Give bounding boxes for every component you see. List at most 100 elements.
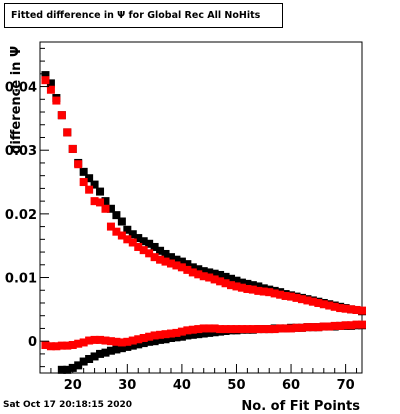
- data-point-lower-1: [145, 337, 154, 346]
- y-axis-label: difference in Ψ: [9, 46, 24, 154]
- data-point-upper-2: [63, 128, 72, 137]
- data-point-lower-1: [188, 330, 197, 339]
- data-point-lower-2: [74, 339, 83, 348]
- data-point-lower-2: [297, 323, 306, 332]
- data-point-upper-1: [106, 204, 115, 213]
- tick-labels: 20 30 40 50 60 70 0 0.01 0.02 0.03 0.04: [5, 81, 355, 393]
- x-tick-label: 20: [64, 378, 82, 393]
- data-point-lower-2: [314, 323, 323, 332]
- data-point-upper-1: [128, 230, 137, 239]
- data-point-lower-2: [85, 336, 94, 345]
- plot-frame: [39, 41, 363, 374]
- data-point-lower-2: [96, 335, 105, 344]
- data-point-upper-1: [205, 268, 214, 277]
- data-point-upper-2: [330, 302, 339, 311]
- data-point-upper-2: [52, 96, 61, 105]
- data-point-upper-1: [210, 269, 219, 278]
- data-point-lower-1: [194, 330, 203, 339]
- data-point-lower-2: [216, 325, 225, 334]
- data-point-upper-2: [96, 198, 105, 207]
- data-point-lower-2: [319, 322, 328, 331]
- data-point-upper-2: [336, 304, 345, 313]
- data-point-upper-2: [85, 185, 94, 194]
- data-point-lower-2: [265, 325, 274, 334]
- data-point-upper-1: [79, 167, 88, 176]
- data-point-lower-2: [57, 341, 66, 350]
- data-point-lower-2: [166, 329, 175, 338]
- data-point-lower-1: [85, 354, 94, 363]
- data-point-lower-2: [205, 324, 214, 333]
- data-point-upper-1: [188, 263, 197, 272]
- y-tick-label: 0.01: [5, 272, 37, 287]
- data-point-upper-2: [128, 238, 137, 247]
- data-point-lower-2: [341, 321, 350, 330]
- data-point-upper-2: [341, 304, 350, 313]
- data-point-lower-1: [117, 344, 126, 353]
- data-point-lower-2: [117, 338, 126, 347]
- data-point-lower-2: [134, 335, 143, 344]
- data-point-upper-1: [254, 282, 263, 291]
- x-tick-label: 50: [227, 378, 245, 393]
- data-point-upper-2: [156, 255, 165, 264]
- timestamp: Sat Oct 17 20:18:15 2020: [3, 400, 133, 410]
- data-point-upper-1: [85, 174, 94, 183]
- data-point-upper-1: [172, 255, 181, 264]
- data-point-lower-2: [150, 331, 159, 340]
- data-point-lower-2: [325, 322, 334, 331]
- data-point-upper-2: [319, 300, 328, 309]
- data-point-upper-2: [41, 76, 50, 85]
- data-point-upper-1: [221, 272, 230, 281]
- data-point-upper-2: [281, 291, 290, 300]
- data-point-lower-1: [150, 337, 159, 346]
- data-point-upper-1: [216, 270, 225, 279]
- data-point-lower-1: [166, 333, 175, 342]
- data-point-upper-1: [41, 71, 50, 80]
- data-point-lower-2: [139, 333, 148, 342]
- data-point-upper-2: [74, 160, 83, 169]
- data-point-lower-1: [177, 332, 186, 341]
- data-point-upper-2: [90, 197, 99, 206]
- data-point-lower-1: [139, 339, 148, 348]
- chart-title: Fitted difference in Ψ for Global Rec Al…: [4, 3, 283, 28]
- data-point-upper-2: [227, 281, 236, 290]
- data-point-upper-2: [177, 263, 186, 272]
- data-point-upper-2: [352, 305, 361, 314]
- data-point-lower-2: [254, 325, 263, 334]
- data-point-upper-2: [117, 231, 126, 240]
- data-point-upper-2: [358, 306, 366, 315]
- data-point-upper-2: [270, 289, 279, 298]
- data-point-lower-2: [347, 321, 356, 330]
- axis-ticks: [40, 47, 358, 373]
- data-point-upper-2: [314, 298, 323, 307]
- data-point-lower-2: [281, 324, 290, 333]
- x-axis-label: No. of Fit Points: [241, 399, 360, 414]
- data-point-lower-2: [106, 337, 115, 346]
- data-point-upper-1: [183, 260, 192, 269]
- data-point-lower-2: [46, 342, 55, 351]
- y-tick-label: 0: [28, 335, 37, 350]
- data-point-lower-1: [199, 329, 208, 338]
- data-point-lower-1: [79, 357, 88, 366]
- data-point-upper-1: [227, 274, 236, 283]
- data-point-lower-1: [74, 361, 83, 370]
- data-point-lower-2: [123, 337, 132, 346]
- data-point-upper-1: [96, 187, 105, 196]
- data-point-lower-2: [128, 336, 137, 345]
- data-point-upper-1: [177, 257, 186, 266]
- data-point-upper-2: [265, 288, 274, 297]
- y-tick-label: 0.04: [5, 81, 37, 96]
- data-point-upper-1: [150, 242, 159, 251]
- data-point-upper-1: [237, 278, 246, 287]
- data-point-upper-1: [123, 225, 132, 234]
- data-point-lower-1: [112, 345, 121, 354]
- data-point-upper-2: [101, 204, 110, 213]
- data-point-lower-2: [90, 335, 99, 344]
- data-point-upper-2: [123, 235, 132, 244]
- data-point-upper-2: [303, 296, 312, 305]
- data-point-upper-1: [145, 239, 154, 248]
- data-point-lower-2: [248, 325, 257, 334]
- data-point-upper-2: [172, 261, 181, 270]
- data-point-upper-2: [166, 259, 175, 268]
- data-point-upper-1: [166, 253, 175, 262]
- data-point-lower-2: [287, 324, 296, 333]
